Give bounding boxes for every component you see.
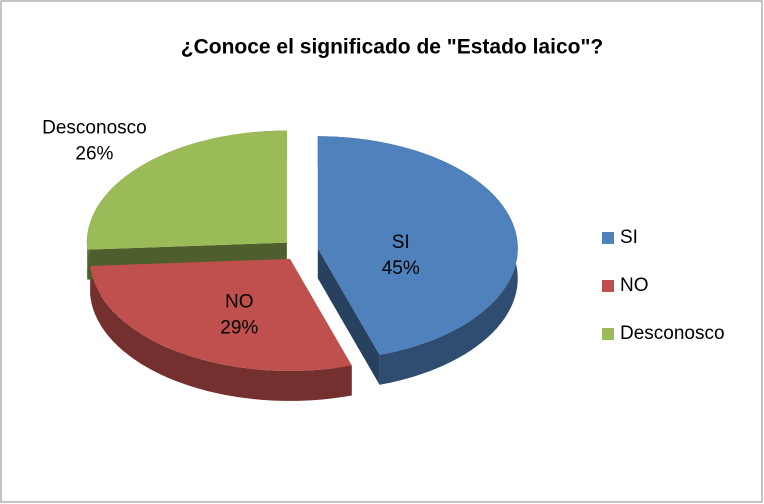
pie-slice [86,130,287,250]
legend-swatch [602,232,614,244]
chart-title: ¿Conoce el significado de "Estado laico"… [181,36,603,59]
legend-swatch [602,280,614,292]
slice-wall [90,265,352,401]
pie-slice [317,136,518,355]
slice-category-label: NO [225,292,254,313]
slice-wall [317,248,380,385]
slice-value-label: 45% [382,258,420,279]
legend-label: Desconosco [620,323,725,344]
slice-category-label: SI [392,232,410,253]
legend-label: NO [620,275,649,296]
legend-label: SI [620,227,638,248]
pie-slice [90,258,352,371]
slice-value-label: 29% [220,318,258,339]
legend-swatch [602,328,614,340]
slice-value-label: 26% [75,143,113,164]
slice-category-label: Desconosco [42,117,147,138]
